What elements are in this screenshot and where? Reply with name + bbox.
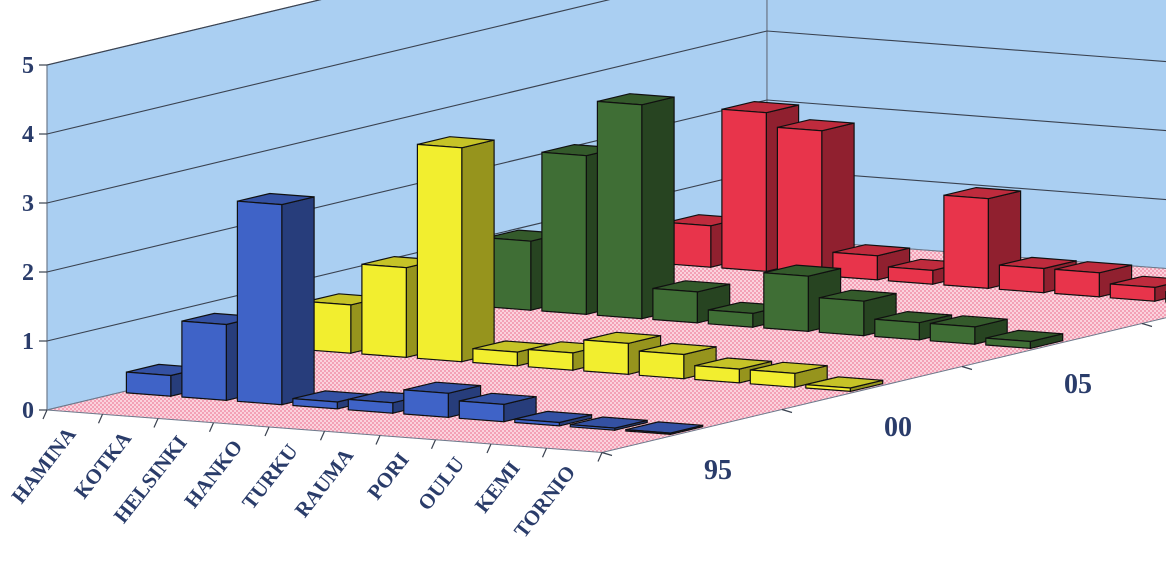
bar-front xyxy=(347,398,394,414)
bar-side xyxy=(461,139,495,363)
bar-front xyxy=(236,200,283,406)
bar-front xyxy=(458,400,505,423)
bar-front xyxy=(625,429,671,436)
bar xyxy=(805,376,884,393)
bar-front xyxy=(694,365,740,384)
bar xyxy=(416,136,495,363)
bar xyxy=(638,342,717,380)
bar xyxy=(943,186,1022,290)
series-05-bars xyxy=(485,93,1064,350)
bar-front xyxy=(527,348,574,371)
bar-front xyxy=(541,151,587,316)
series-label: 95 xyxy=(704,455,732,486)
x-tick xyxy=(375,435,381,445)
depth-tick xyxy=(961,365,973,371)
bar xyxy=(1109,275,1166,302)
y-tick-label: 0 xyxy=(22,398,34,424)
chart-walls xyxy=(46,0,1166,411)
bar-front xyxy=(874,318,920,341)
series-00-bars xyxy=(305,136,884,393)
bar-front xyxy=(472,348,518,367)
bar-front xyxy=(361,263,407,359)
x-tick xyxy=(597,452,603,462)
depth-tick xyxy=(601,451,613,457)
category-label: PORI xyxy=(362,448,413,504)
x-tick xyxy=(42,409,48,420)
bar xyxy=(776,119,855,277)
bar xyxy=(749,361,828,388)
bar-front xyxy=(292,397,338,410)
bar-front xyxy=(652,287,698,324)
bar-front xyxy=(763,272,809,333)
bar-front xyxy=(943,194,989,290)
depth-tick xyxy=(781,408,793,414)
series-08-bars xyxy=(665,100,1166,303)
bar xyxy=(832,244,911,281)
y-tick-label: 2 xyxy=(22,260,34,286)
category-label: OULU xyxy=(413,452,469,515)
bar-front xyxy=(596,100,643,320)
bar xyxy=(694,357,773,384)
y-tick-label: 5 xyxy=(22,53,34,79)
x-tick xyxy=(541,448,548,458)
bar-front xyxy=(403,389,449,419)
bar-front xyxy=(929,322,976,345)
bar xyxy=(985,329,1064,350)
gridline xyxy=(46,0,611,135)
y-tick-label: 3 xyxy=(22,191,34,217)
depth-tick xyxy=(1141,322,1153,328)
gridline xyxy=(46,30,1166,204)
bar-front xyxy=(721,108,767,273)
bar-front xyxy=(707,309,754,328)
bar-front xyxy=(638,350,685,380)
series-label: 00 xyxy=(884,412,912,443)
bar xyxy=(569,416,648,431)
gridline xyxy=(46,0,322,66)
bar xyxy=(596,93,675,320)
bar-front xyxy=(514,418,560,427)
bar-front xyxy=(749,369,796,388)
bar xyxy=(625,421,704,436)
x-tick xyxy=(264,426,270,437)
bar-front xyxy=(1109,283,1156,302)
y-tick-label: 4 xyxy=(22,122,34,148)
bar xyxy=(458,392,537,423)
y-tick-label: 1 xyxy=(22,329,34,355)
x-tick xyxy=(486,443,492,454)
x-tick xyxy=(430,439,437,449)
bar-front xyxy=(985,337,1031,350)
bar-front xyxy=(805,383,851,393)
bars xyxy=(125,93,1166,436)
bar-front xyxy=(776,126,823,277)
bar-front xyxy=(416,143,463,363)
bar-front xyxy=(818,297,865,337)
bar-front xyxy=(998,264,1045,294)
bar xyxy=(514,410,593,427)
series-label: 05 xyxy=(1064,369,1092,400)
x-tick xyxy=(319,431,326,441)
bar-front xyxy=(569,424,616,431)
x-tick xyxy=(153,418,159,428)
bar-front xyxy=(181,320,227,402)
bar-front xyxy=(583,339,629,376)
category-label: KEMI xyxy=(470,456,525,517)
x-tick xyxy=(208,422,215,432)
bar-front xyxy=(125,371,172,397)
series-95-bars xyxy=(125,192,704,436)
bar-front xyxy=(1054,268,1100,298)
bar-front xyxy=(832,251,878,281)
bar-side xyxy=(281,196,315,406)
bar xyxy=(236,192,315,406)
category-label: HAMINA xyxy=(6,422,81,508)
bar-front xyxy=(887,266,934,285)
x-tick xyxy=(97,414,104,424)
